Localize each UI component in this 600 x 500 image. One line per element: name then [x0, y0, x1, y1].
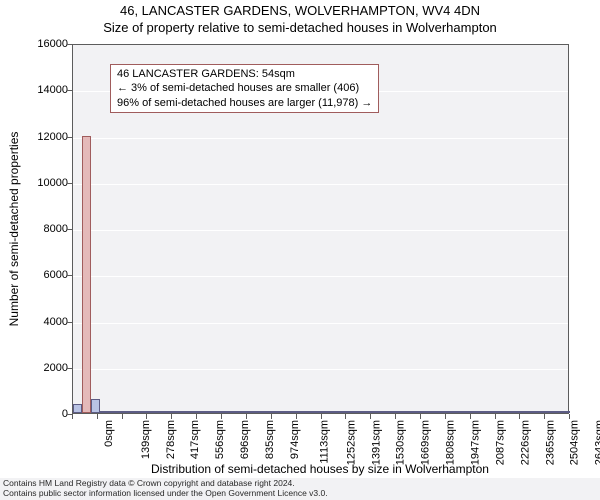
x-tick-label: 1808sqm [444, 420, 456, 465]
gridline [73, 323, 568, 324]
x-tick-mark [72, 414, 73, 419]
x-tick-mark [196, 414, 197, 419]
y-tick-mark [67, 44, 72, 45]
x-tick-label: 2226sqm [519, 420, 531, 465]
gridline [73, 369, 568, 370]
y-tick-label: 12000 [8, 131, 68, 143]
x-tick-label: 835sqm [264, 420, 276, 459]
x-tick-mark [569, 414, 570, 419]
x-tick-mark [345, 414, 346, 419]
x-tick-label: 417sqm [190, 420, 202, 459]
x-tick-mark [97, 414, 98, 419]
annotation-line1: 46 LANCASTER GARDENS: 54sqm [117, 67, 372, 81]
x-tick-mark [221, 414, 222, 419]
x-tick-label: 1252sqm [345, 420, 357, 465]
x-tick-mark [519, 414, 520, 419]
x-tick-mark [445, 414, 446, 419]
chart-title-line1: 46, LANCASTER GARDENS, WOLVERHAMPTON, WV… [0, 3, 600, 18]
x-tick-label: 2087sqm [494, 420, 506, 465]
x-tick-label: 2365sqm [544, 420, 556, 465]
x-tick-label: 696sqm [239, 420, 251, 459]
y-tick-label: 10000 [8, 177, 68, 189]
gridline [73, 230, 568, 231]
x-tick-label: 1530sqm [395, 420, 407, 465]
x-tick-mark [321, 414, 322, 419]
histogram-bar [100, 411, 570, 413]
histogram-bar [91, 399, 100, 413]
annotation-line3: 96% of semi-detached houses are larger (… [117, 96, 372, 110]
histogram-bar-highlight [82, 136, 91, 414]
x-tick-label: 278sqm [165, 420, 177, 459]
chart-container: 46, LANCASTER GARDENS, WOLVERHAMPTON, WV… [0, 0, 600, 500]
y-tick-mark [67, 229, 72, 230]
gridline [73, 138, 568, 139]
x-tick-mark [495, 414, 496, 419]
x-tick-mark [370, 414, 371, 419]
x-tick-label: 2643sqm [593, 420, 600, 465]
x-tick-mark [470, 414, 471, 419]
annotation-line2: ← 3% of semi-detached houses are smaller… [117, 81, 372, 95]
x-tick-label: 1669sqm [419, 420, 431, 465]
annotation-box: 46 LANCASTER GARDENS: 54sqm ← 3% of semi… [110, 64, 379, 113]
y-tick-label: 16000 [8, 38, 68, 50]
y-tick-mark [67, 183, 72, 184]
x-tick-mark [246, 414, 247, 419]
x-tick-label: 1391sqm [370, 420, 382, 465]
y-tick-mark [67, 137, 72, 138]
x-tick-mark [271, 414, 272, 419]
footer-attribution: Contains HM Land Registry data © Crown c… [0, 478, 600, 500]
x-tick-mark [395, 414, 396, 419]
x-tick-label: 0sqm [103, 420, 115, 447]
chart-title-line2: Size of property relative to semi-detach… [0, 20, 600, 35]
x-tick-label: 974sqm [289, 420, 301, 459]
gridline [73, 184, 568, 185]
y-tick-label: 6000 [8, 269, 68, 281]
x-tick-label: 139sqm [140, 420, 152, 459]
x-tick-mark [544, 414, 545, 419]
x-tick-mark [171, 414, 172, 419]
y-tick-mark [67, 275, 72, 276]
y-tick-mark [67, 322, 72, 323]
y-tick-mark [67, 368, 72, 369]
y-tick-label: 14000 [8, 84, 68, 96]
x-tick-mark [146, 414, 147, 419]
y-tick-label: 4000 [8, 316, 68, 328]
y-tick-label: 8000 [8, 223, 68, 235]
x-tick-label: 556sqm [214, 420, 226, 459]
gridline [73, 276, 568, 277]
histogram-bar [73, 404, 82, 413]
y-tick-label: 0 [8, 408, 68, 420]
x-tick-mark [420, 414, 421, 419]
x-tick-mark [122, 414, 123, 419]
footer-line2: Contains public sector information licen… [3, 489, 597, 499]
x-tick-label: 1947sqm [469, 420, 481, 465]
x-tick-label: 1113sqm [318, 420, 330, 464]
y-tick-mark [67, 90, 72, 91]
x-axis-label: Distribution of semi-detached houses by … [0, 462, 600, 476]
y-tick-label: 2000 [8, 362, 68, 374]
x-tick-mark [296, 414, 297, 419]
x-tick-label: 2504sqm [569, 420, 581, 465]
